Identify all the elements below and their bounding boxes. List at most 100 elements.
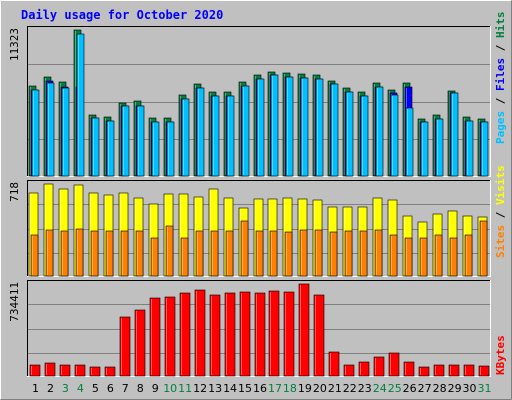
bar-body (330, 83, 339, 177)
bar-highlight (314, 76, 315, 175)
bar-highlight (91, 368, 92, 375)
bar-kbytes-day-31 (478, 365, 490, 377)
bar-sites-day-16 (255, 230, 264, 277)
bar-sites-day-8 (135, 230, 144, 277)
bar-sites-day-3 (60, 230, 69, 277)
bar-pages-day-23 (360, 95, 369, 177)
bar-highlight (362, 97, 363, 175)
bar-highlight (434, 215, 435, 275)
day-label-22: 22 (343, 382, 357, 395)
bar-body (285, 76, 294, 177)
bar-highlight (435, 366, 436, 375)
bar-body (134, 309, 146, 377)
bar-body (195, 230, 204, 277)
bar-highlight (105, 118, 106, 175)
bar-sites-day-28 (434, 234, 443, 277)
bar-highlight (241, 293, 242, 375)
bar-body (45, 229, 54, 277)
bar-highlight (346, 232, 347, 275)
bar-highlight (180, 96, 181, 175)
bar-sites-day-14 (225, 230, 234, 277)
bar-highlight (213, 97, 214, 175)
bar-highlight (225, 199, 226, 275)
bar-sites-day-15 (240, 220, 249, 277)
bar-highlight (422, 123, 423, 175)
bar-sites-day-29 (449, 237, 458, 277)
day-label-30: 30 (463, 382, 477, 395)
bar-highlight (437, 120, 438, 175)
bar-highlight (46, 364, 47, 375)
bar-highlight (450, 366, 451, 375)
bar-pages-day-5 (91, 117, 100, 177)
bar-pages-day-11 (181, 98, 190, 177)
bar-body (211, 95, 220, 177)
bar-pages-day-4 (76, 33, 85, 177)
bar-highlight (390, 354, 391, 375)
bar-highlight (240, 209, 241, 275)
bar-body (448, 364, 460, 377)
bar-kbytes-day-28 (433, 364, 445, 377)
bar-highlight (406, 239, 407, 275)
bar-highlight (269, 73, 270, 175)
bar-highlight (153, 123, 154, 175)
bar-highlight (150, 119, 151, 175)
bar-body (121, 105, 130, 177)
bar-body (464, 234, 473, 277)
bar-highlight (465, 366, 466, 375)
bar-highlight (135, 102, 136, 175)
bar-highlight (165, 195, 166, 275)
bar-pages-day-8 (136, 105, 145, 177)
bar-body (75, 228, 84, 277)
bar-highlight (464, 217, 465, 275)
bar-highlight (420, 368, 421, 375)
legend-kbytes: KBytes (494, 335, 507, 375)
bar-body (344, 230, 353, 277)
bar-highlight (78, 35, 79, 175)
bar-highlight (316, 231, 317, 275)
bar-highlight (419, 120, 420, 175)
bar-highlight (90, 116, 91, 175)
bar-body (136, 105, 145, 177)
bar-highlight (314, 201, 315, 275)
bar-body (420, 121, 429, 177)
bar-body (225, 230, 234, 277)
legend-separator: / (494, 38, 507, 58)
bar-highlight (436, 236, 437, 275)
bar-highlight (107, 232, 108, 275)
bar-body (210, 230, 219, 277)
bar-body (166, 121, 175, 177)
day-label-25: 25 (388, 382, 402, 395)
bar-pages-day-3 (61, 87, 70, 177)
bar-highlight (30, 87, 31, 175)
bar-highlight (75, 31, 76, 175)
bar-highlight (228, 97, 229, 175)
bar-highlight (77, 230, 78, 275)
bar-highlight (151, 299, 152, 375)
bar-highlight (449, 212, 450, 275)
bar-body (165, 225, 174, 277)
bar-highlight (329, 208, 330, 275)
bar-kbytes-day-29 (448, 364, 460, 377)
bar-body (314, 229, 323, 277)
bar-sites-day-30 (464, 234, 473, 277)
bar-body (298, 283, 310, 377)
bar-highlight (344, 89, 345, 175)
bar-highlight (167, 227, 168, 275)
bar-highlight (121, 318, 122, 375)
bar-highlight (479, 120, 480, 175)
bar-sites-day-22 (344, 230, 353, 277)
bar-highlight (421, 239, 422, 275)
bar-highlight (482, 123, 483, 175)
bar-kbytes-day-18 (283, 291, 295, 377)
bar-highlight (255, 200, 256, 275)
panel-max-label: 718 (8, 182, 21, 202)
bar-body (435, 118, 444, 177)
bar-highlight (272, 76, 273, 175)
bar-body (149, 297, 161, 377)
bar-highlight (180, 195, 181, 275)
day-label-4: 4 (77, 382, 84, 395)
bar-highlight (62, 232, 63, 275)
bar-kbytes-day-13 (209, 294, 221, 377)
day-label-13: 13 (208, 382, 222, 395)
bar-highlight (466, 236, 467, 275)
